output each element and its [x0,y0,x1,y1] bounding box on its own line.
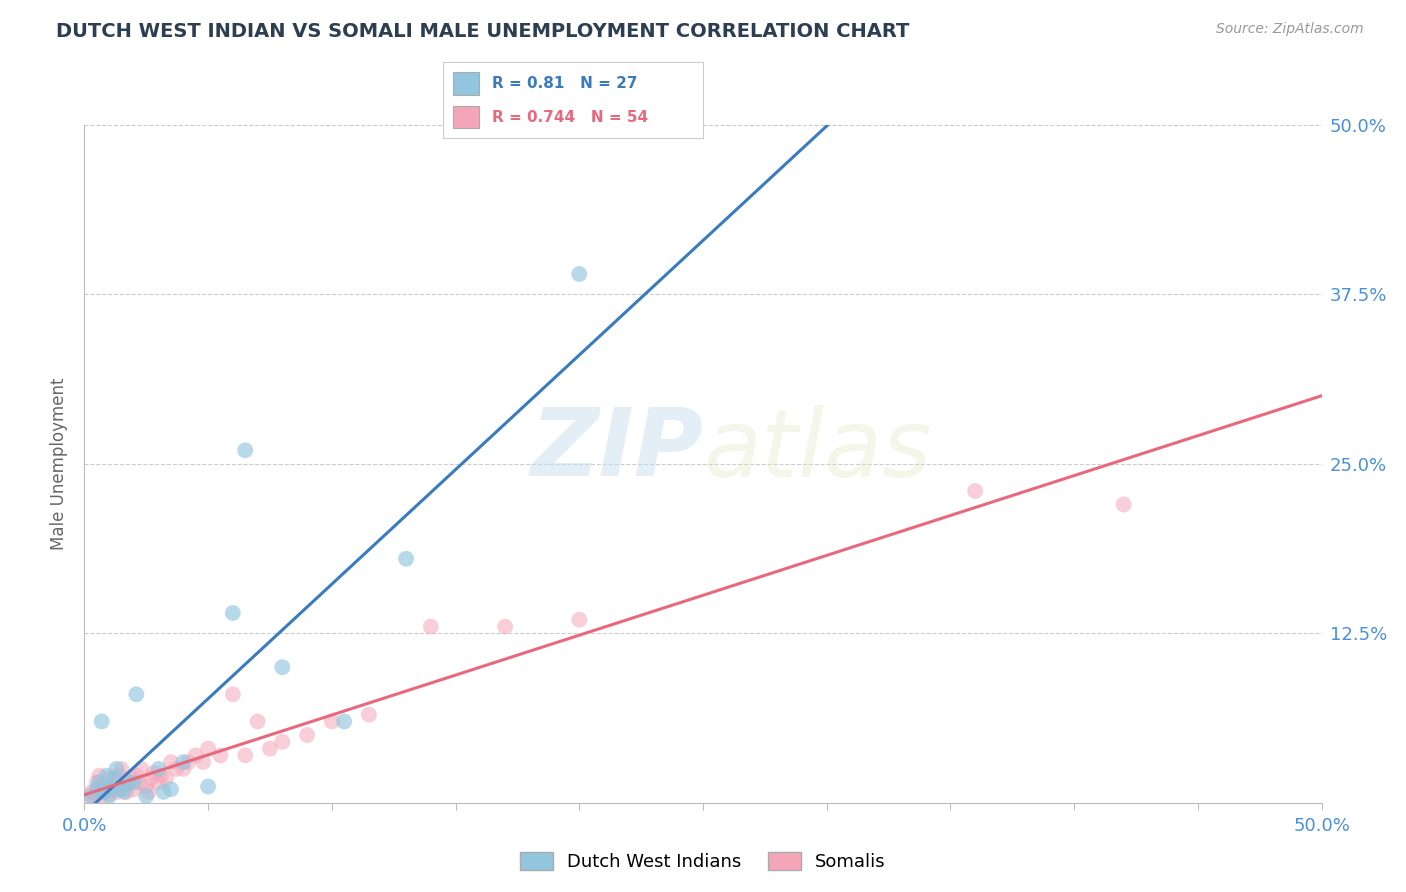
Point [93,785,115,799]
Point [1112,498,1135,512]
Text: R = 0.81   N = 27: R = 0.81 N = 27 [492,76,638,91]
Point [115,785,138,799]
Point [105,785,128,799]
Point [128,775,150,789]
Point [98,789,121,803]
Point [108,769,131,783]
Point [148,775,170,789]
Point [142,766,165,780]
Text: DUTCH WEST INDIAN VS SOMALI MALE UNEMPLOYMENT CORRELATION CHART: DUTCH WEST INDIAN VS SOMALI MALE UNEMPLO… [56,22,910,41]
Text: ZIP: ZIP [530,404,703,496]
Point [965,483,987,498]
Point [197,780,219,794]
Point [246,714,269,729]
Point [138,785,160,799]
Point [79,789,101,803]
Point [89,782,111,797]
Legend: Dutch West Indians, Somalis: Dutch West Indians, Somalis [513,845,893,879]
Point [110,762,132,776]
Point [233,443,256,458]
Point [135,789,157,803]
Point [321,714,343,729]
Point [395,551,418,566]
Point [271,735,294,749]
Point [160,755,183,769]
Point [100,780,122,794]
Point [93,785,115,799]
Point [105,762,128,776]
Point [152,785,174,799]
Point [209,748,232,763]
Point [177,755,200,769]
Point [98,788,121,802]
Point [90,714,112,729]
Point [568,267,591,281]
Point [141,772,163,786]
Point [125,687,148,701]
Point [100,782,122,797]
Point [96,769,118,783]
Point [222,687,245,701]
Point [103,772,125,786]
Point [122,782,145,797]
Text: atlas: atlas [703,405,931,496]
Point [86,786,108,800]
Point [90,789,112,803]
Point [122,775,145,789]
Point [165,762,187,776]
Point [112,780,135,794]
Point [86,782,108,797]
Point [89,769,111,783]
Point [333,714,356,729]
Y-axis label: Male Unemployment: Male Unemployment [51,377,69,550]
Point [259,741,281,756]
Point [112,785,135,799]
Text: R = 0.744   N = 54: R = 0.744 N = 54 [492,110,648,125]
Point [118,775,141,789]
Point [110,782,132,797]
Point [120,772,142,786]
Point [129,762,152,776]
Point [172,755,194,769]
Point [222,606,245,620]
Point [80,789,103,803]
Point [494,619,516,633]
Point [295,728,318,742]
Point [172,762,194,776]
Point [103,775,125,789]
Point [357,707,380,722]
Point [197,741,219,756]
Point [233,748,256,763]
Point [80,785,103,799]
Point [83,791,105,805]
Text: Source: ZipAtlas.com: Source: ZipAtlas.com [1216,22,1364,37]
Point [271,660,294,674]
Point [96,780,118,794]
Point [86,775,108,789]
Point [89,775,111,789]
Point [160,782,183,797]
Point [568,613,591,627]
Point [125,769,148,783]
Point [98,772,121,786]
Point [118,775,141,789]
Point [135,780,157,794]
Point [184,748,207,763]
Point [155,772,177,786]
FancyBboxPatch shape [453,105,479,128]
Point [191,755,214,769]
FancyBboxPatch shape [453,72,479,95]
Point [419,619,441,633]
Point [110,782,132,797]
Point [150,769,173,783]
Point [148,762,170,776]
